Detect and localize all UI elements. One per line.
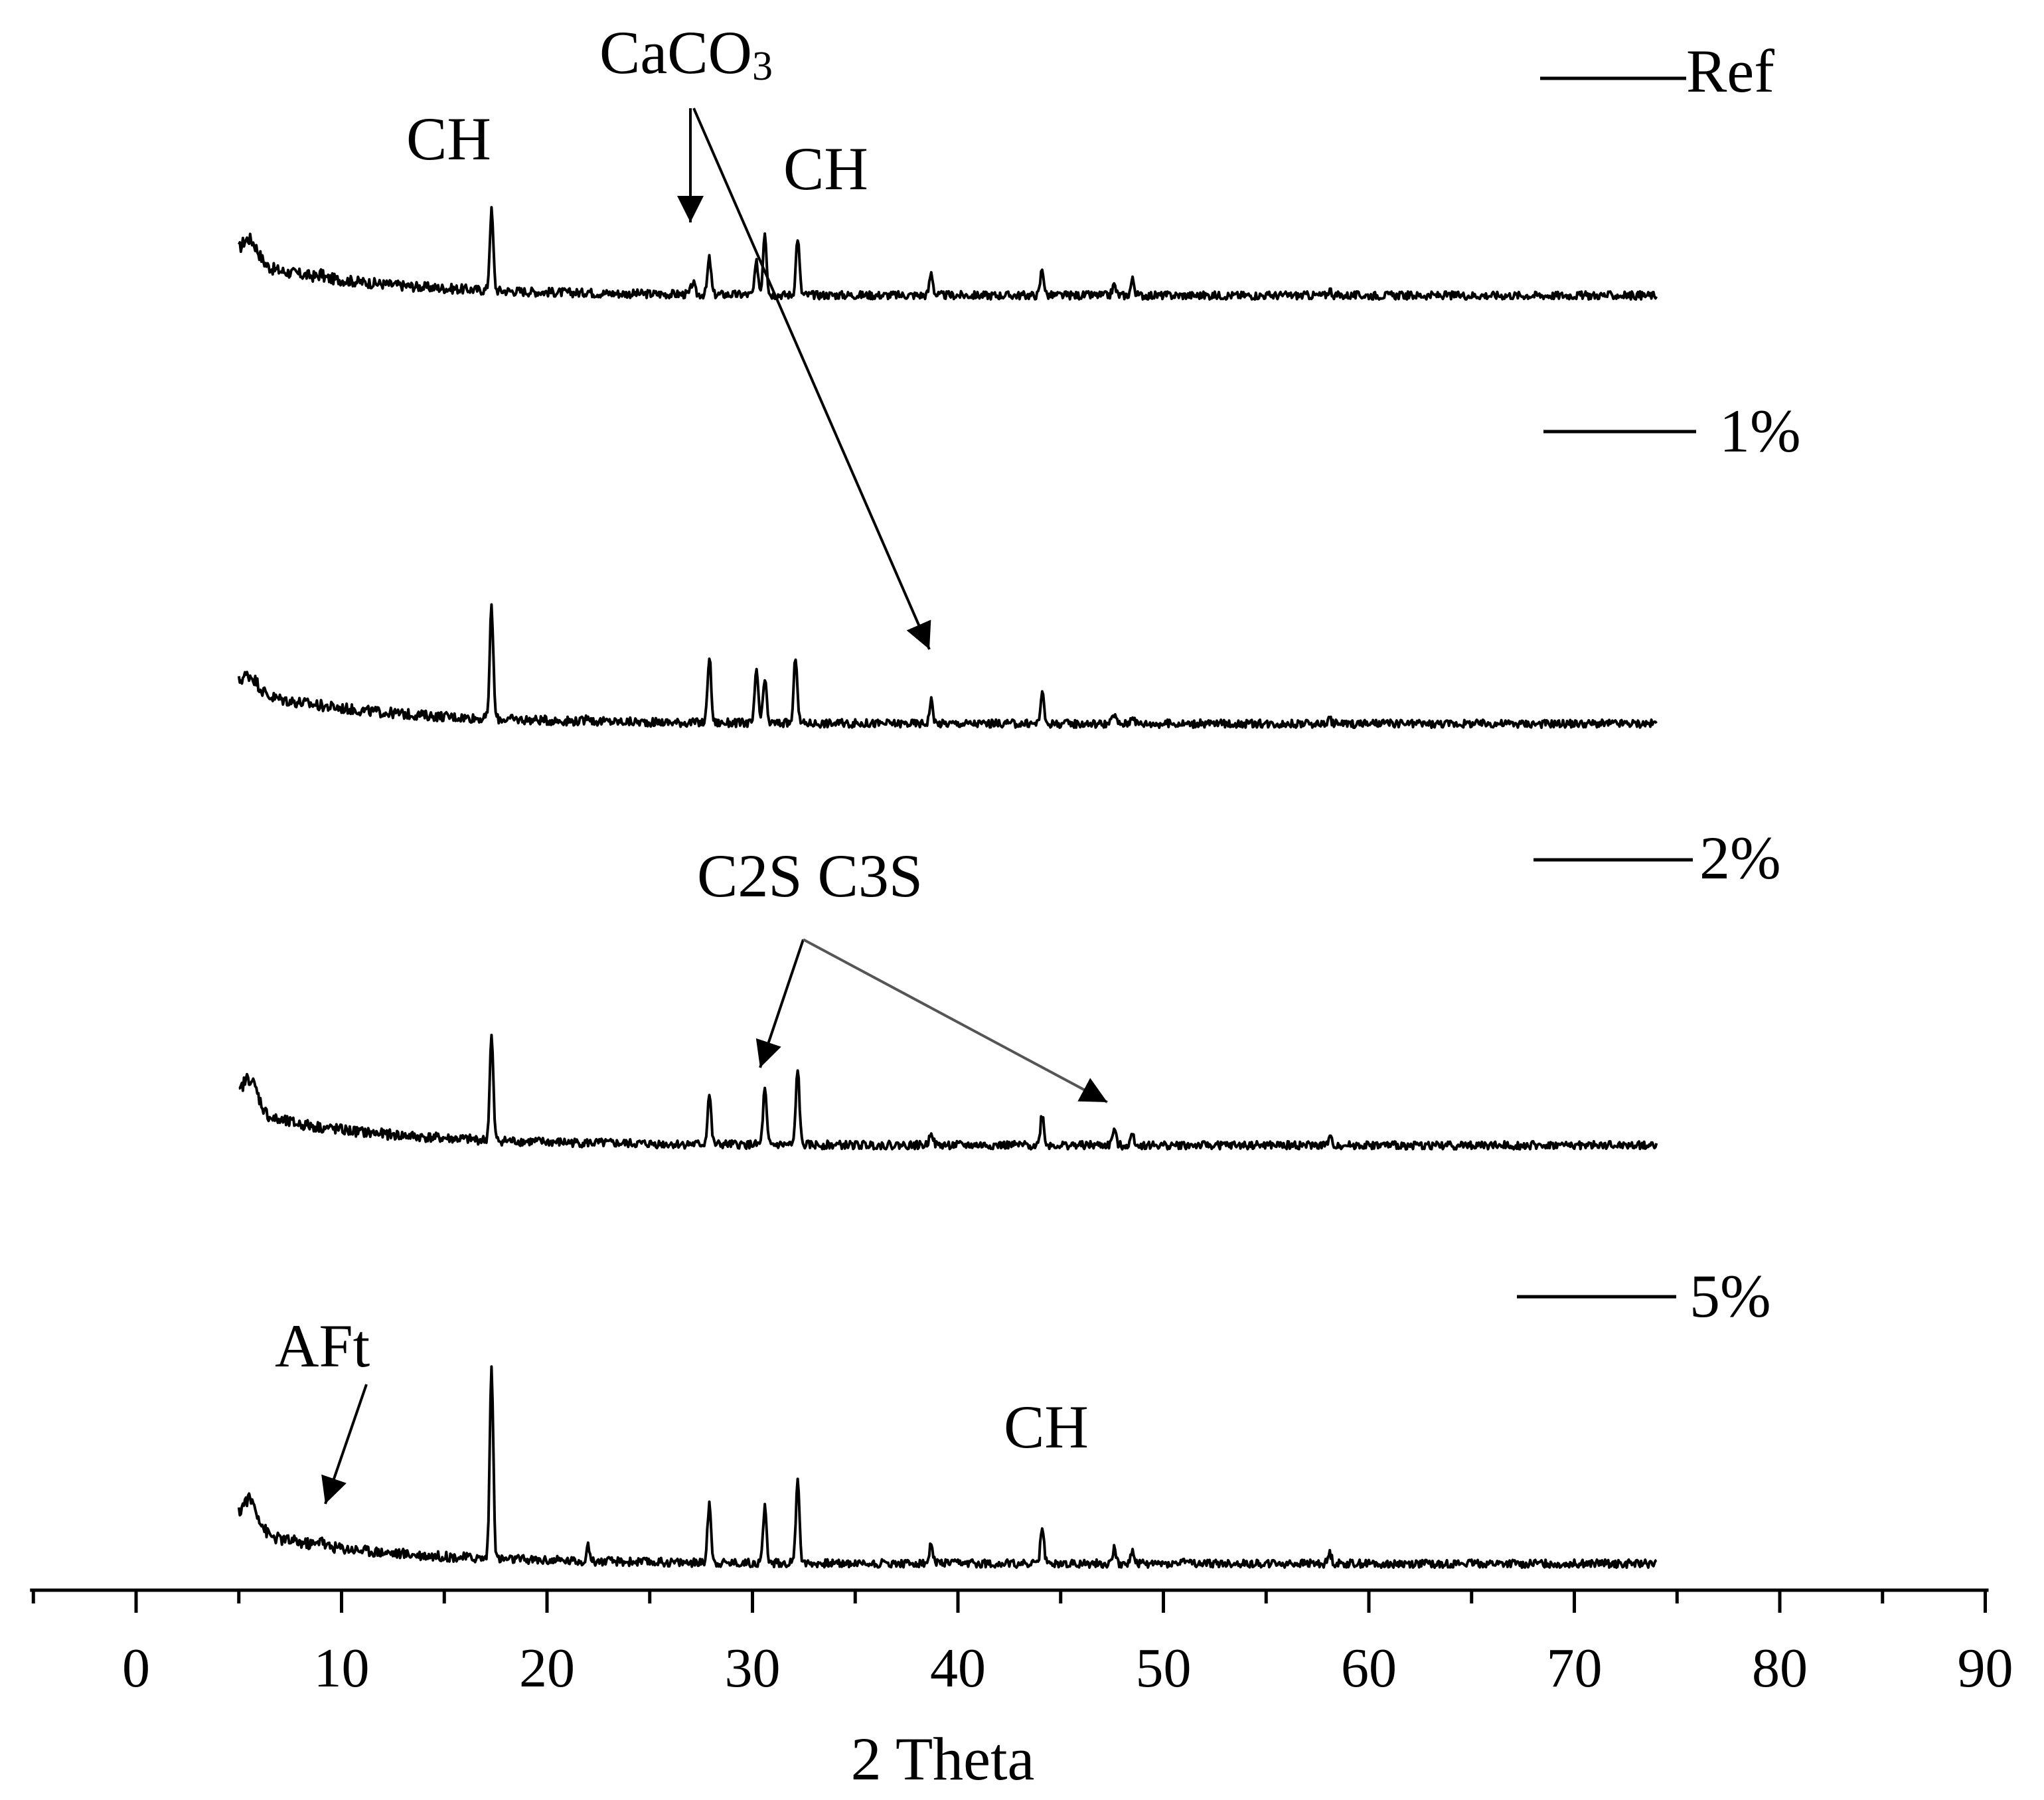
x-tick-label: 0 bbox=[122, 1637, 150, 1699]
x-tick-label: 70 bbox=[1547, 1637, 1603, 1699]
x-tick-label: 60 bbox=[1341, 1637, 1397, 1699]
annotation-c2s-c3s: C2S C3S bbox=[697, 842, 923, 910]
x-tick-label: 80 bbox=[1752, 1637, 1808, 1699]
legend-label-5pct: 5% bbox=[1690, 1262, 1771, 1330]
annotation-ch-1: CH bbox=[406, 105, 491, 173]
x-tick-label: 40 bbox=[930, 1637, 986, 1699]
legend-label-2pct: 2% bbox=[1699, 824, 1781, 892]
x-tick-label: 20 bbox=[519, 1637, 575, 1699]
series-trace-1 bbox=[237, 603, 1658, 729]
series-trace-0 bbox=[238, 206, 1658, 301]
legend: Ref 1% 2% 5% bbox=[1517, 37, 1801, 1330]
arrow-c3s bbox=[803, 938, 1108, 1104]
legend-label-1pct: 1% bbox=[1719, 397, 1801, 465]
series-layer bbox=[237, 206, 1658, 1569]
annotation-caco3-main: CaCO bbox=[599, 19, 752, 86]
x-tick-label: 10 bbox=[314, 1637, 370, 1699]
series-trace-2 bbox=[238, 1033, 1658, 1151]
arrow-aft bbox=[321, 1384, 368, 1505]
annotation-ch-2: CH bbox=[783, 135, 868, 203]
x-tick-label: 90 bbox=[1958, 1637, 2013, 1699]
x-tick-label: 30 bbox=[725, 1637, 781, 1699]
arrow-c2s bbox=[755, 939, 805, 1068]
series-trace-3 bbox=[237, 1365, 1658, 1569]
x-tick-label: 50 bbox=[1136, 1637, 1192, 1699]
x-axis-title: 2 Theta bbox=[851, 1725, 1035, 1793]
tick-layer: 0 10 20 30 40 50 60 70 80 90 bbox=[31, 1590, 2013, 1699]
annotations: CH CaCO3 CH C2S C3S AFt CH bbox=[275, 19, 1108, 1505]
arrow-caco3-1pct bbox=[692, 108, 931, 650]
annotation-ch-3: CH bbox=[1004, 1393, 1089, 1461]
annotation-caco3-subscript: 3 bbox=[752, 44, 773, 89]
legend-label-ref: Ref bbox=[1686, 37, 1774, 105]
annotation-caco3: CaCO3 bbox=[599, 19, 773, 89]
annotation-aft: AFt bbox=[275, 1312, 370, 1380]
